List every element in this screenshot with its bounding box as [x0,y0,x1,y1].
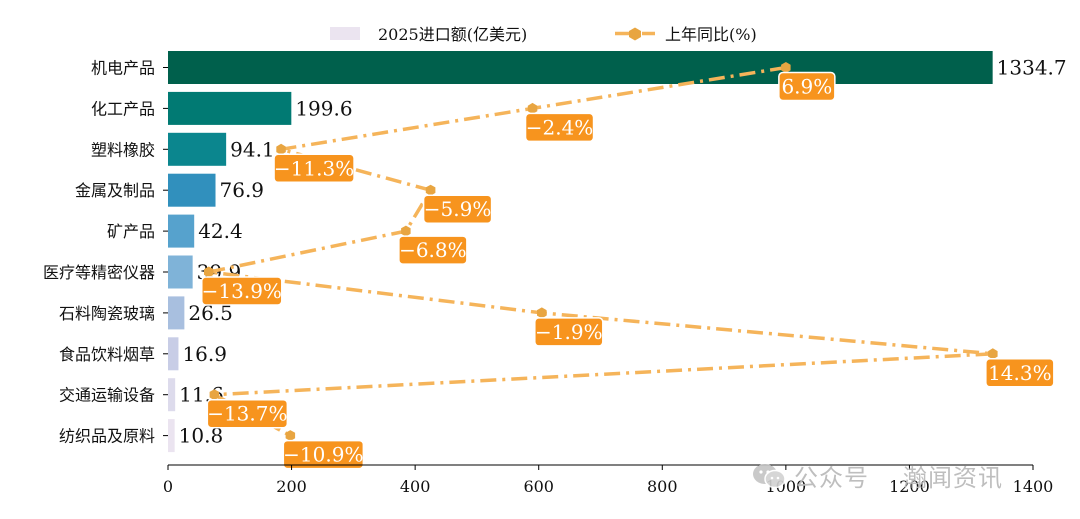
x-tick-label: 600 [523,477,554,496]
yoy-label: −2.4% [526,115,594,139]
yoy-label-box [273,153,355,184]
bar [168,91,292,125]
bar [168,419,175,453]
yoy-point [209,389,220,401]
x-tick-label: 1400 [1013,477,1054,496]
bar-value-label: 76.9 [220,178,265,202]
legend-line-label: 上年同比(%) [665,25,757,44]
yoy-point [527,102,538,114]
category-label: 矿产品 [107,222,155,241]
watermark-account-label: 公众号 [794,464,869,492]
bar-value-label: 94.1 [230,137,275,161]
category-label: 金属及制品 [75,181,155,200]
yoy-label-box [985,358,1055,388]
bar [168,214,195,248]
legend-bar-swatch [330,27,360,40]
x-tick-label: 400 [400,477,431,496]
legend: 2025进口额(亿美元) 上年同比(%) [330,25,757,44]
yoy-label-box [778,71,836,102]
yoy-label: 14.3% [988,361,1052,385]
yoy-point [401,225,411,237]
yoy-label-box [398,235,468,265]
yoy-label-box [201,276,283,306]
yoy-line [204,62,998,442]
category-label: 机电产品 [91,59,155,78]
yoy-label: −1.9% [535,320,603,344]
category-label: 化工产品 [91,99,155,118]
yoy-label: −10.9% [283,443,363,467]
yoy-point [276,143,286,155]
yoy-label-box [422,194,493,224]
bar [168,296,185,330]
watermark-account-name: 瀚闻资讯 [903,464,1003,492]
yoy-point [425,184,436,196]
yoy-label-box [282,439,365,470]
wechat-icon [753,463,786,488]
yoy-label: −13.9% [202,279,282,303]
yoy-label-box [534,317,604,347]
yoy-labels: 6.9% −2.4% −11.3% −5.9% −6.8% −13.9% −1.9% 14.3… [201,71,1055,470]
yoy-label: −11.3% [274,156,354,180]
yoy-label: −5.9% [424,197,492,221]
yoy-point [204,266,214,278]
x-tick-label: 200 [276,477,307,496]
x-tick-label: 1200 [889,477,930,496]
yoy-point [537,307,547,319]
yoy-label-box [524,112,595,143]
yoy-label: −13.7% [207,402,287,426]
yoy-label: −6.8% [399,238,467,262]
bar [168,255,193,289]
bars [168,51,993,453]
yoy-point [285,430,296,442]
x-tick-label: 0 [163,477,173,496]
bar-value-label: 199.6 [295,96,352,120]
x-tick-label: 800 [647,477,678,496]
yoy-series-line [207,65,995,438]
category-label: 石料陶瓷玻璃 [59,304,155,323]
bar-value-label: 42.4 [198,219,243,243]
category-label: 医疗等精密仪器 [43,263,155,282]
bar [168,51,993,84]
bar [168,132,227,166]
category-label: 纺织品及原料 [59,427,155,446]
legend-bar-label: 2025进口额(亿美元) [378,25,527,44]
yoy-label-box [206,398,289,429]
yoy-point [988,348,998,360]
bar-value-label: 1334.7 [997,56,1067,80]
watermark: 公众号 瀚闻资讯 [752,458,1003,493]
yoy-point [781,62,791,73]
category-label: 食品饮料烟草 [59,345,155,364]
category-label: 交通运输设备 [59,386,155,405]
bar [168,378,176,412]
category-labels: 机电产品化工产品塑料橡胶金属及制品矿产品医疗等精密仪器石料陶瓷玻璃食品饮料烟草交… [43,59,168,446]
bar-labels: 1334.7199.694.176.942.439.926.516.911.61… [179,56,1067,448]
legend-line-marker [629,27,641,41]
category-label: 塑料橡胶 [91,140,155,159]
bar [168,173,216,207]
yoy-label: 6.9% [781,75,832,99]
bar [168,337,179,371]
bar-value-label: 16.9 [182,342,227,366]
